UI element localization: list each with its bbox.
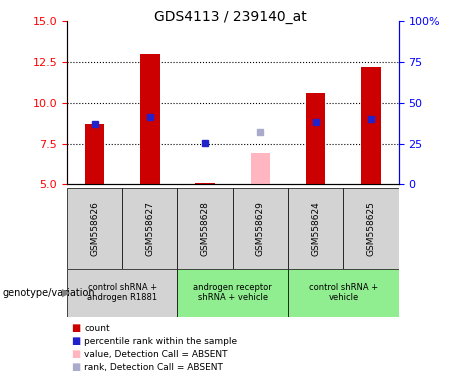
Bar xyxy=(177,188,233,269)
Text: GSM558629: GSM558629 xyxy=(256,201,265,256)
Bar xyxy=(288,188,343,269)
Text: androgen receptor
shRNA + vehicle: androgen receptor shRNA + vehicle xyxy=(194,283,272,303)
Bar xyxy=(251,153,270,184)
Text: GSM558627: GSM558627 xyxy=(145,201,154,256)
Bar xyxy=(233,188,288,269)
Text: count: count xyxy=(84,324,110,333)
Bar xyxy=(67,269,177,317)
Text: control shRNA +
androgen R1881: control shRNA + androgen R1881 xyxy=(87,283,157,303)
Text: genotype/variation: genotype/variation xyxy=(2,288,95,298)
Text: ■: ■ xyxy=(71,349,81,359)
Text: control shRNA +
vehicle: control shRNA + vehicle xyxy=(309,283,378,303)
Text: GDS4113 / 239140_at: GDS4113 / 239140_at xyxy=(154,10,307,23)
Bar xyxy=(85,124,104,184)
Text: ■: ■ xyxy=(71,336,81,346)
Text: GSM558624: GSM558624 xyxy=(311,201,320,256)
Bar xyxy=(195,183,215,184)
Bar xyxy=(343,188,399,269)
Bar xyxy=(140,54,160,184)
Text: ■: ■ xyxy=(71,362,81,372)
Bar xyxy=(67,188,122,269)
Bar xyxy=(306,93,325,184)
Text: ■: ■ xyxy=(71,323,81,333)
Text: GSM558628: GSM558628 xyxy=(201,201,210,256)
Bar xyxy=(177,269,288,317)
Text: GSM558625: GSM558625 xyxy=(366,201,376,256)
Bar xyxy=(122,188,177,269)
Text: ▶: ▶ xyxy=(62,288,71,298)
Bar xyxy=(361,67,381,184)
Bar xyxy=(288,269,399,317)
Text: GSM558626: GSM558626 xyxy=(90,201,99,256)
Text: rank, Detection Call = ABSENT: rank, Detection Call = ABSENT xyxy=(84,363,223,372)
Text: percentile rank within the sample: percentile rank within the sample xyxy=(84,337,237,346)
Text: value, Detection Call = ABSENT: value, Detection Call = ABSENT xyxy=(84,350,228,359)
